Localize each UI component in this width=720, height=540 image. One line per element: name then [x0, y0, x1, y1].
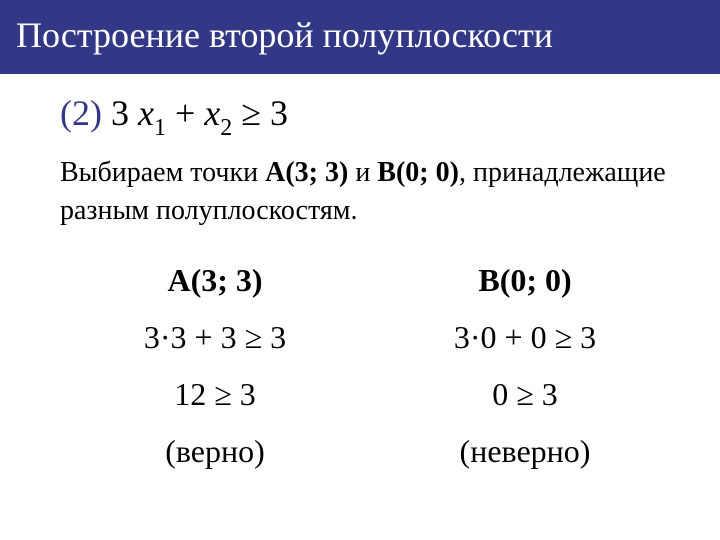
table-header-row: A(3; 3) B(0; 0) [60, 252, 680, 309]
cell-b2: 0 ≥ 3 [370, 366, 680, 423]
cell-a3: (верно) [60, 423, 370, 480]
verification-table: A(3; 3) B(0; 0) 3·3 + 3 ≥ 3 3·0 + 0 ≥ 3 … [60, 252, 680, 480]
equation-var1: x [138, 93, 154, 133]
equation-coef: 3 [102, 93, 138, 133]
desc-part1: Выбираем точки [60, 157, 265, 188]
table-row: 3·3 + 3 ≥ 3 3·0 + 0 ≥ 3 [60, 309, 680, 366]
desc-point-a: A(3; 3) [265, 157, 348, 188]
equation-sub1: 1 [154, 115, 166, 141]
equation-var2: x [204, 93, 220, 133]
desc-and: и [348, 157, 377, 188]
desc-point-b: B(0; 0) [377, 157, 459, 188]
table-row: 12 ≥ 3 0 ≥ 3 [60, 366, 680, 423]
cell-b1: 3·0 + 0 ≥ 3 [370, 309, 680, 366]
cell-a2: 12 ≥ 3 [60, 366, 370, 423]
header-a: A(3; 3) [60, 252, 370, 309]
equation-sub2: 2 [220, 115, 232, 141]
table-row: (верно) (неверно) [60, 423, 680, 480]
slide-content: (2) 3 x1 + x2 ≥ 3 Выбираем точки A(3; 3)… [0, 74, 720, 480]
header-b: B(0; 0) [370, 252, 680, 309]
equation-ge: ≥ [232, 93, 270, 133]
equation-number: (2) [60, 93, 102, 133]
cell-b3: (неверно) [370, 423, 680, 480]
inequality-equation: (2) 3 x1 + x2 ≥ 3 [60, 92, 680, 140]
cell-a1: 3·3 + 3 ≥ 3 [60, 309, 370, 366]
slide-title: Построение второй полуплоскости [0, 0, 720, 74]
description-text: Выбираем точки A(3; 3) и B(0; 0), принад… [60, 154, 680, 230]
equation-plus: + [166, 93, 204, 133]
equation-rhs: 3 [270, 93, 288, 133]
